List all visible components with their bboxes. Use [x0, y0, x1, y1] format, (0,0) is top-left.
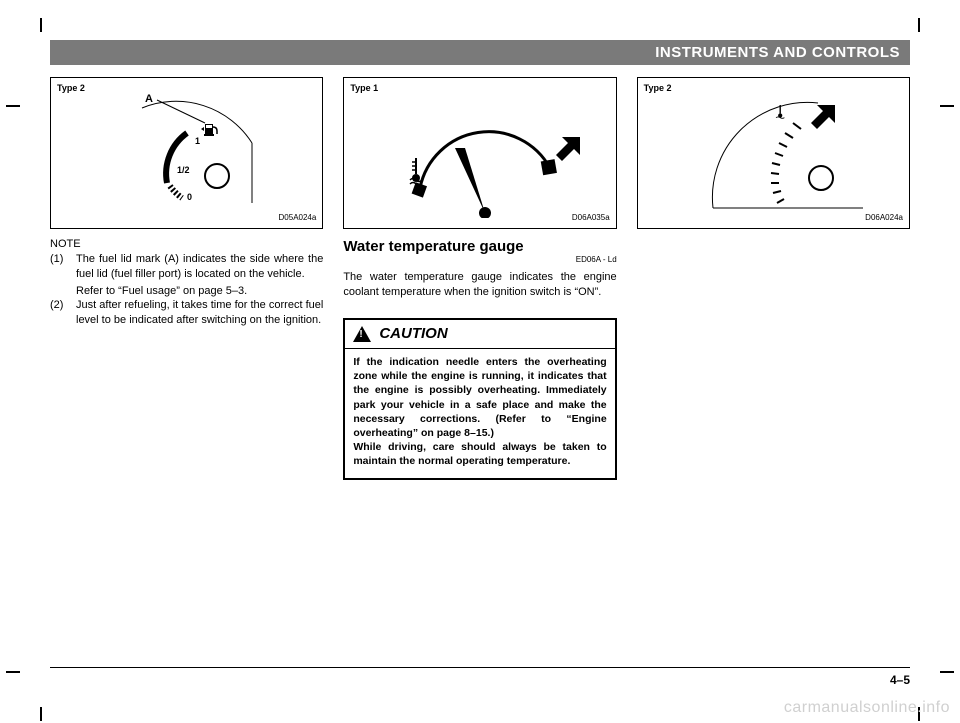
note-item: (2) Just after refueling, it takes time …	[50, 298, 323, 328]
footer-rule	[50, 667, 910, 668]
note-item: (1) The fuel lid mark (A) indicates the …	[50, 252, 323, 282]
page-container: INSTRUMENTS AND CONTROLS Type 2 D05A024a	[50, 40, 910, 663]
note-text: Just after refueling, it takes time for …	[76, 298, 323, 328]
section-title: Water temperature gauge	[343, 237, 616, 257]
content-columns: Type 2 D05A024a 1	[50, 77, 910, 480]
crop-mark	[40, 18, 42, 32]
column-3: Type 2 D06A024a	[637, 77, 910, 480]
note-text: The fuel lid mark (A) indicates the side…	[76, 252, 323, 282]
warning-triangle-icon	[353, 326, 371, 342]
body-paragraph: The water temperature gauge indicates th…	[343, 270, 616, 300]
crop-mark	[918, 18, 920, 32]
figure-temp-gauge-type2: Type 2 D06A024a	[637, 77, 910, 229]
crop-mark	[940, 671, 954, 673]
note-number: (2)	[50, 298, 70, 328]
crop-mark	[6, 105, 20, 107]
note-number: (1)	[50, 252, 70, 282]
caution-heading: CAUTION	[345, 320, 614, 349]
note-list: (2) Just after refueling, it takes time …	[50, 298, 323, 328]
caution-label: CAUTION	[379, 324, 447, 344]
gauge-mark-half: 1/2	[177, 165, 190, 175]
column-2: Type 1 D06A035a	[343, 77, 616, 480]
section-header: INSTRUMENTS AND CONTROLS	[50, 40, 910, 65]
page-number: 4–5	[890, 673, 910, 687]
crop-mark	[6, 671, 20, 673]
caution-box: CAUTION If the indication needle enters …	[343, 318, 616, 481]
watermark: carmanualsonline.info	[784, 699, 950, 717]
temp-gauge-illustration-1	[344, 78, 615, 228]
pointer-label-a: A	[145, 93, 153, 105]
section-header-text: INSTRUMENTS AND CONTROLS	[655, 44, 900, 61]
gauge-mark-1: 1	[195, 136, 200, 146]
note-list: (1) The fuel lid mark (A) indicates the …	[50, 252, 323, 282]
crop-mark	[940, 105, 954, 107]
figure-fuel-gauge-type2: Type 2 D05A024a 1	[50, 77, 323, 229]
fuel-gauge-illustration: 1 1/2 0 A	[51, 78, 322, 228]
temp-gauge-illustration-2	[638, 78, 909, 228]
gauge-mark-0: 0	[187, 192, 192, 202]
crop-mark	[40, 707, 42, 721]
column-1: Type 2 D05A024a 1	[50, 77, 323, 480]
note-subtext: Refer to “Fuel usage” on page 5–3.	[76, 284, 323, 299]
caution-body: If the indication needle enters the over…	[345, 349, 614, 478]
figure-temp-gauge-type1: Type 1 D06A035a	[343, 77, 616, 229]
note-heading: NOTE	[50, 237, 323, 252]
